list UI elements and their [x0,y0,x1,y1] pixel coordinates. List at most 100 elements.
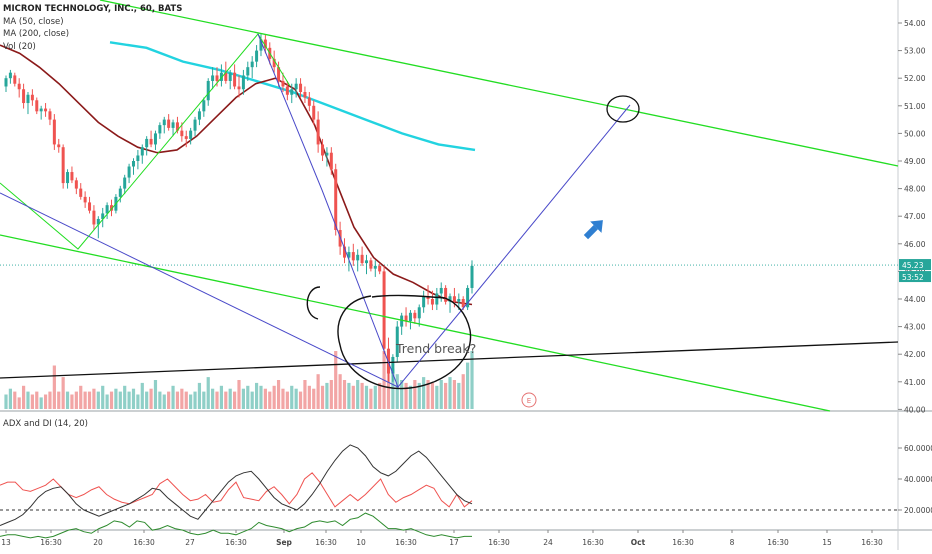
candle-body [136,155,140,161]
legend-ma200: MA (200, close) [3,29,70,39]
volume-bar [461,374,465,409]
volume-bar [228,388,232,409]
candle-body [439,287,443,294]
candle-body [444,287,448,302]
volume-bar [338,374,342,409]
time-tick-label: 16:30 [133,538,155,547]
candle-body [79,188,83,197]
candle-body [334,169,338,230]
volume-bar [215,391,219,409]
candle-body [448,296,452,302]
candle-body [131,161,135,167]
volume-bar [52,365,56,409]
time-tick-label: 16:30 [40,538,62,547]
candle-body [364,260,368,264]
candle-body [259,39,263,51]
price-tick-label: 48.00 [904,185,926,194]
candle-body [426,296,430,299]
zigzag-green [0,33,291,250]
volume-bar [281,388,285,409]
price-tick-label: 51.00 [904,102,926,111]
volume-bar [241,388,245,409]
bracket-mark [306,286,321,320]
volume-bar [259,385,263,409]
candle-body [343,246,347,258]
volume-bar [219,385,224,409]
volume-bar [197,382,202,409]
candle-body [237,86,241,90]
candle-body [184,136,188,139]
time-tick-label: Oct [631,538,646,547]
volume-bar [417,382,421,409]
volume-bar [136,394,140,409]
volume-bar [127,391,131,409]
candle-body [110,205,114,211]
candle-body [316,119,320,145]
candle-body [347,252,351,258]
price-tick-label: 40.00 [904,405,926,414]
volume-bar [373,385,377,409]
candle-body [246,67,250,76]
time-axis: 13 16:30 20 16:30 27 16:30 Sep 16:30 10 16:30 17 16… [1,530,883,547]
candle-body [219,72,223,81]
candle-body [457,299,461,302]
legend-ma50: MA (50, close) [3,16,64,27]
up-arrow-icon [583,220,603,240]
chart-title: MICRON TECHNOLOGY, INC., 60, BATS [3,4,183,14]
candle-body [162,119,166,126]
candle-body [35,100,39,112]
time-tick-label: 16:30 [767,538,789,547]
volume-bar [109,391,114,409]
volume-bar [316,374,320,409]
volume-bar [39,397,43,409]
volume-bar [430,382,435,409]
candle-body [430,299,434,305]
volume-bar [400,380,404,409]
price-tick-label: 49.00 [904,157,926,166]
candle-body [470,265,474,288]
volume-bar [96,391,100,409]
candle-body [105,205,109,214]
volume-bar [285,391,289,409]
candle-body [466,287,470,308]
candle-body [140,147,144,156]
time-tick-label: 16:30 [582,538,604,547]
volume-bar [224,391,228,409]
candle-body [167,119,171,128]
volume-bar [329,380,333,409]
volume-bar [13,391,17,409]
volume-bar [422,377,426,409]
time-tick-label: 16:30 [672,538,694,547]
price-tick-label: 52.00 [904,74,926,83]
adx-line [0,444,473,526]
price-tick-label: 46.00 [904,240,926,249]
candle-body [127,166,131,178]
candle-body [83,196,87,203]
volume-bar [233,391,237,409]
candle-body [228,72,232,81]
candle-body [189,130,193,139]
candle-body [360,254,364,264]
candle-body [299,83,303,92]
volume-bar [171,385,175,409]
time-tick-label: 13 [1,538,11,547]
volume-bar [470,351,474,409]
volume-bar [57,391,61,409]
candle-body [329,152,333,170]
candle-body [158,125,162,134]
candle-body [408,312,412,322]
candle-body [422,296,426,308]
candle-body [202,100,206,112]
candle-body [391,356,395,374]
price-tick-label: 41.00 [904,378,926,387]
time-tick-label: 15 [822,538,832,547]
time-tick-label: 16:30 [488,538,510,547]
candle-body [325,152,329,156]
candle-body [57,144,61,148]
volume-bar [435,385,439,409]
candle-body [39,108,43,112]
volume-bar [180,388,184,409]
volume-bar [101,385,105,409]
volume-bar [26,391,30,409]
